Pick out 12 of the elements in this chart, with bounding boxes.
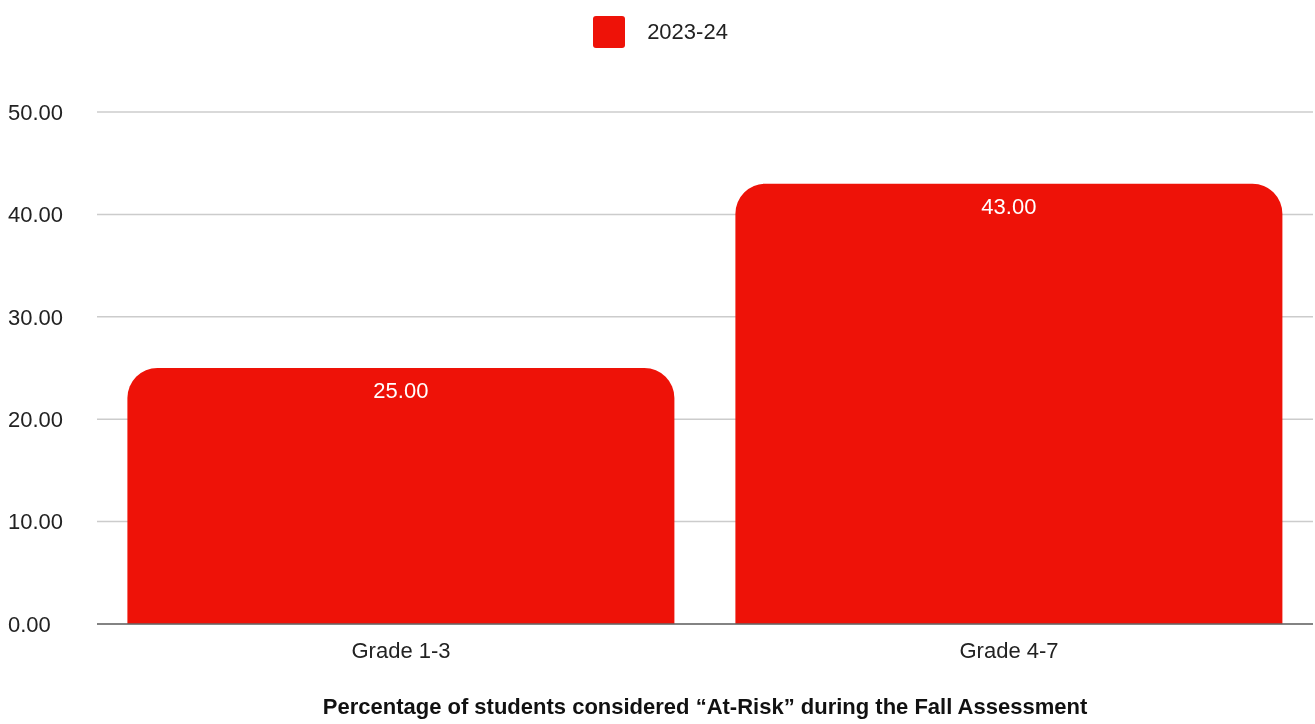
y-tick-label: 30.00 <box>8 304 64 330</box>
y-tick-label: 0.00 <box>8 611 51 637</box>
y-tick-label: 40.00 <box>8 202 64 228</box>
y-tick-label: 50.00 <box>8 99 64 125</box>
data-label: 43.00 <box>981 193 1037 219</box>
legend-label: 2023-24 <box>647 19 728 45</box>
y-tick-label: 20.00 <box>8 407 64 433</box>
x-axis-title: Percentage of students considered “At-Risk” during the Fall Assessment <box>322 694 1088 719</box>
x-tick-label: Grade 4-7 <box>959 637 1059 663</box>
y-tick-label: 10.00 <box>8 509 64 535</box>
data-label: 25.00 <box>373 378 429 403</box>
x-tick-label: Grade 1-3 <box>351 637 451 663</box>
